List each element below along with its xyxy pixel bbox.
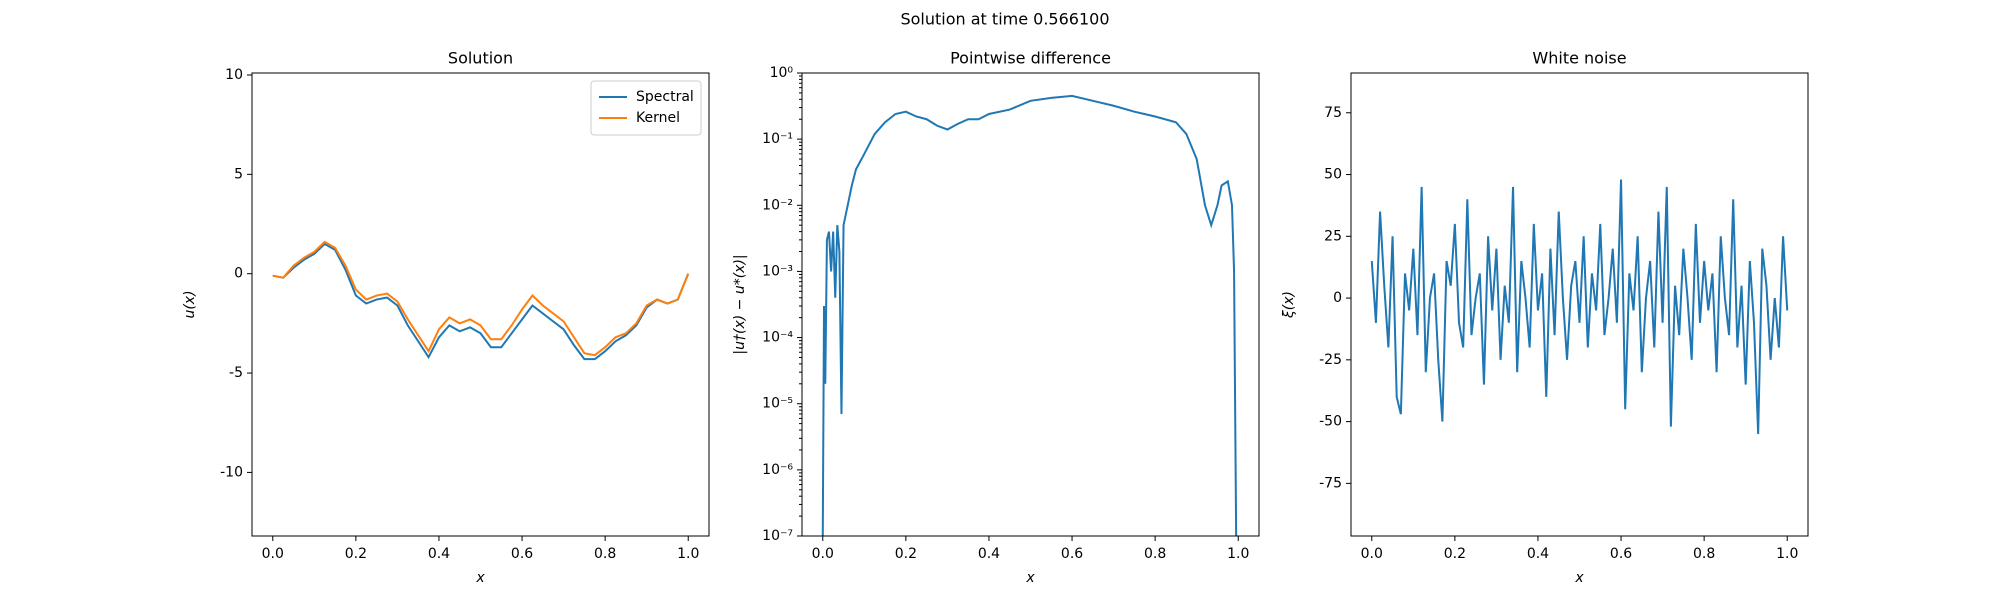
- legend-label: Spectral: [636, 89, 694, 105]
- x-tick-label: 0.4: [978, 546, 1000, 562]
- y-tick-label: 0: [1333, 290, 1342, 306]
- x-tick-label: 1.0: [677, 546, 699, 562]
- x-tick-label: 0.8: [594, 546, 616, 562]
- y-tick-label: 5: [234, 166, 243, 182]
- y-tick-label: -50: [1319, 414, 1342, 430]
- x-tick-label: 0.2: [1444, 546, 1466, 562]
- legend-box: [590, 80, 702, 136]
- x-tick-label: 0.0: [262, 546, 284, 562]
- y-tick-label: 10⁻⁴: [762, 330, 793, 346]
- x-axis-label: x: [1574, 570, 1584, 586]
- x-tick-label: 0.6: [1610, 546, 1632, 562]
- y-tick-label: 10: [225, 67, 243, 83]
- y-tick-label: 75: [1324, 105, 1342, 121]
- y-tick-label: 10⁻³: [762, 263, 793, 279]
- x-tick-label: 0.4: [428, 546, 450, 562]
- x-tick-label: 1.0: [1227, 546, 1249, 562]
- panel-title: Pointwise difference: [950, 49, 1111, 68]
- panel: Pointwise difference x |u†(x) − u*(x)| 0.0 0…: [732, 49, 1260, 586]
- x-tick-label: 0.0: [1361, 546, 1383, 562]
- y-tick-label: 0: [234, 266, 243, 282]
- series-line: [1370, 179, 1789, 434]
- x-tick-label: 0.8: [1144, 546, 1166, 562]
- figure-title: Solution at time 0.566100: [900, 10, 1109, 29]
- y-tick-label: 10⁻¹: [762, 131, 793, 147]
- y-tick-label: 10⁻⁶: [762, 462, 793, 478]
- axes-frame: [251, 72, 710, 537]
- x-tick-label: 0.8: [1693, 546, 1715, 562]
- axes-frame: [1350, 72, 1809, 537]
- x-tick-label: 0.6: [1061, 546, 1083, 562]
- x-tick-label: 0.2: [895, 546, 917, 562]
- x-axis-label: x: [475, 570, 485, 586]
- x-tick-label: 0.4: [1527, 546, 1549, 562]
- x-tick-label: 0.6: [511, 546, 533, 562]
- x-tick-label: 1.0: [1776, 546, 1798, 562]
- panel: Solution x u(x) 0.0 0.2 0.4 0.6 0.8 1.0 -10 -5 0 5 10…: [182, 49, 710, 586]
- axes-frame: [801, 72, 1260, 537]
- series-line: [821, 94, 1238, 536]
- legend-label: Kernel: [636, 110, 680, 126]
- panel: White noise x ξ(x) 0.0 0.2 0.4 0.6 0.8 1.0 -75 -50…: [1281, 49, 1809, 586]
- y-axis-label: u(x): [182, 290, 198, 318]
- y-tick-label: 50: [1324, 167, 1342, 183]
- y-tick-label: 10⁻²: [762, 197, 793, 213]
- y-tick-label: -5: [229, 365, 243, 381]
- y-tick-label: 10⁻⁷: [762, 528, 793, 544]
- panel-title: White noise: [1532, 49, 1626, 68]
- x-axis-label: x: [1025, 570, 1035, 586]
- y-tick-label: 25: [1324, 228, 1342, 244]
- series-line: [272, 242, 690, 361]
- x-tick-label: 0.2: [345, 546, 367, 562]
- y-tick-label: -25: [1319, 352, 1342, 368]
- y-tick-label: 10⁰: [770, 65, 794, 81]
- y-axis-label: |u†(x) − u*(x)|: [732, 254, 748, 354]
- x-tick-label: 0.0: [812, 546, 834, 562]
- y-tick-label: 10⁻⁵: [762, 396, 793, 412]
- y-tick-label: -10: [220, 464, 243, 480]
- y-tick-label: -75: [1319, 475, 1342, 491]
- series-line: [272, 240, 690, 357]
- panel-title: Solution: [448, 49, 513, 68]
- y-axis-label: ξ(x): [1281, 291, 1297, 319]
